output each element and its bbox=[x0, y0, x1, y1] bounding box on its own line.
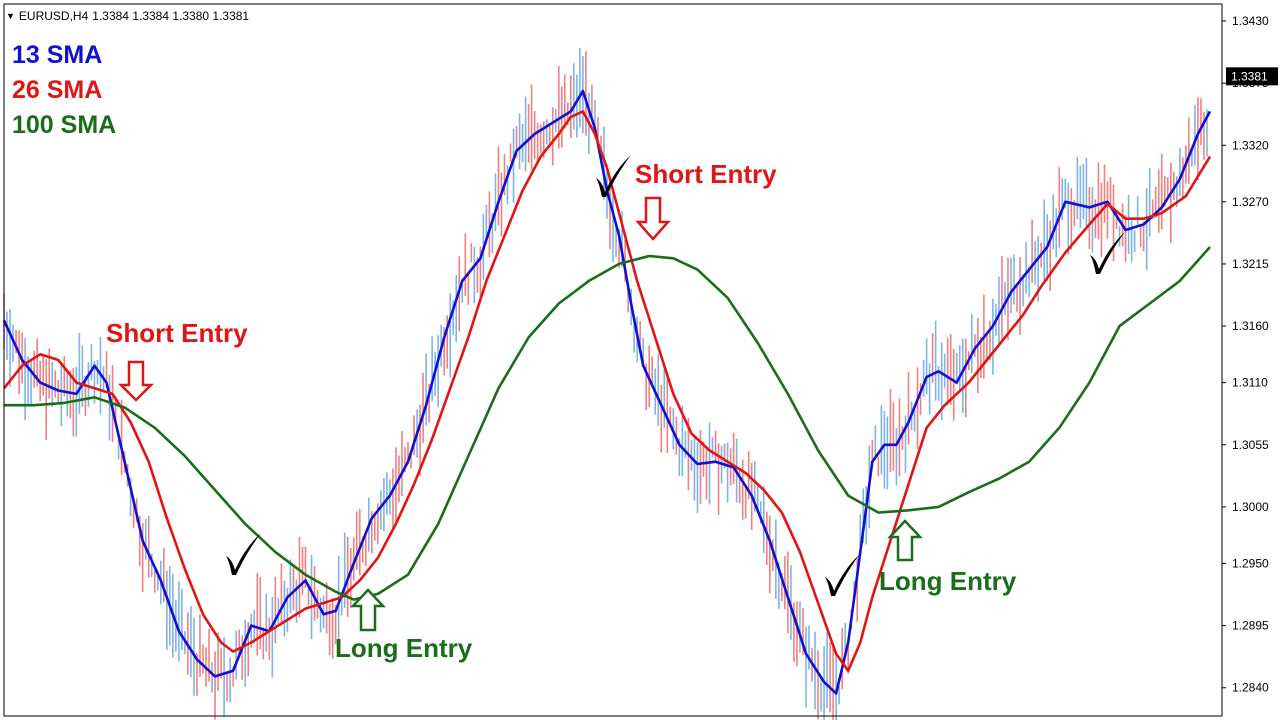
checkmark-icon bbox=[825, 554, 860, 596]
up-arrow-icon bbox=[350, 588, 386, 632]
y-tick-label: 1.3110 bbox=[1232, 376, 1268, 390]
plot-border bbox=[3, 3, 1223, 717]
y-tick-label: 1.3320 bbox=[1232, 138, 1269, 152]
sma-lines bbox=[2, 89, 1212, 695]
legend-100-sma: 100 SMA bbox=[12, 111, 117, 139]
legend-26-sma: 26 SMA bbox=[12, 76, 103, 104]
down-arrow-icon bbox=[635, 196, 671, 241]
checkmark-icon bbox=[226, 533, 261, 575]
ohlc-values: 1.3384 1.3384 1.3380 1.3381 bbox=[92, 9, 250, 23]
13-sma-line bbox=[2, 89, 1212, 695]
y-tick-label: 1.3215 bbox=[1232, 257, 1269, 271]
current-price-label: 1.3381 bbox=[1231, 69, 1268, 83]
y-tick-label: 1.3160 bbox=[1232, 319, 1269, 333]
100-sma-line bbox=[4, 246, 1211, 601]
long-entry-annotation-2: Long Entry bbox=[879, 519, 1017, 596]
y-tick-label: 1.2895 bbox=[1232, 619, 1269, 633]
price-axis: 1.34301.33751.33201.32701.32151.31601.31… bbox=[3, 3, 1278, 717]
legend-13-sma: 13 SMA bbox=[12, 41, 103, 69]
y-tick-label: 1.3430 bbox=[1232, 14, 1269, 28]
y-tick-label: 1.2840 bbox=[1232, 681, 1269, 695]
short-entry-label: Short Entry bbox=[635, 159, 777, 189]
checkmark-icon bbox=[1090, 232, 1125, 274]
up-arrow-icon bbox=[887, 519, 923, 562]
26-sma-line bbox=[2, 110, 1212, 673]
y-tick-label: 1.3270 bbox=[1232, 195, 1269, 209]
sma-legend: 13 SMA 26 SMA 100 SMA bbox=[12, 38, 116, 143]
short-entry-label: Short Entry bbox=[106, 318, 248, 348]
checkmark-icon bbox=[596, 155, 631, 197]
y-tick-label: 1.2950 bbox=[1232, 556, 1269, 570]
y-tick-label: 1.3000 bbox=[1232, 500, 1269, 514]
y-tick-label: 1.3055 bbox=[1232, 438, 1269, 452]
long-entry-label: Long Entry bbox=[879, 566, 1017, 596]
long-entry-label: Long Entry bbox=[335, 633, 473, 663]
long-entry-annotation-1: Long Entry bbox=[335, 588, 473, 663]
down-arrow-icon bbox=[117, 360, 155, 402]
chart-header: ▼ EURUSD,H4 1.3384 1.3384 1.3380 1.3381 bbox=[6, 9, 249, 23]
short-entry-annotation-2: Short Entry bbox=[635, 159, 777, 241]
short-entry-annotation-1: Short Entry bbox=[106, 318, 248, 402]
symbol-label: EURUSD,H4 bbox=[18, 9, 89, 23]
current-price-marker bbox=[1226, 67, 1278, 86]
dropdown-triangle-icon[interactable]: ▼ bbox=[6, 11, 15, 21]
